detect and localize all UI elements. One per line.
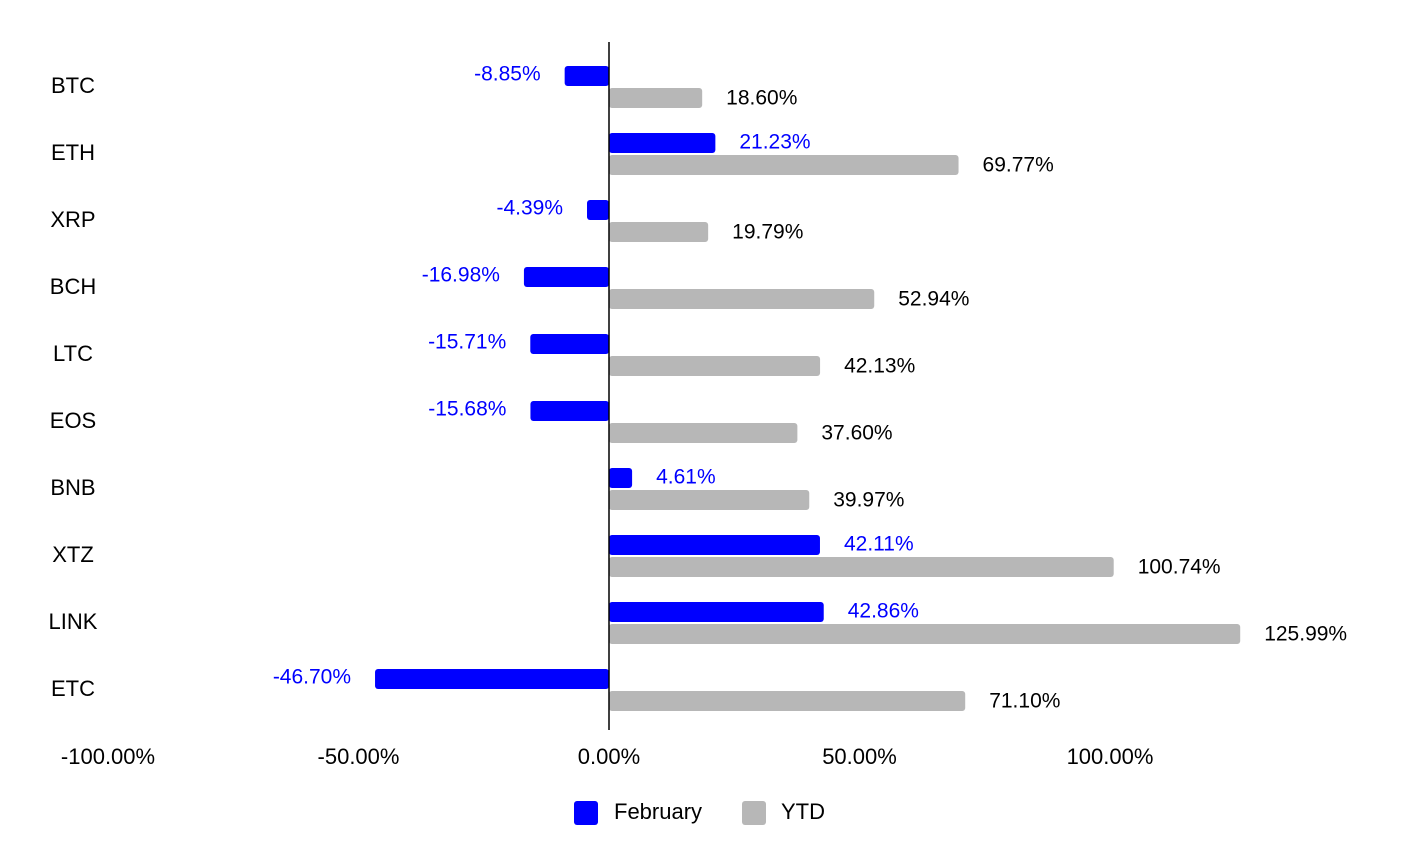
bar-ytd-bnb [609, 490, 810, 510]
value-label-ytd-etc: 71.10% [989, 690, 1060, 713]
category-label-bch: BCH [50, 274, 96, 299]
bar-february-ltc [530, 334, 609, 354]
legend: February YTD [574, 799, 825, 825]
value-labels-layer: -8.85% 18.60% 21.23% 69.77% -4.39% 19.79% -16.… [273, 63, 1347, 713]
bar-ytd-xtz [609, 557, 1114, 577]
value-label-february-etc: -46.70% [273, 666, 351, 689]
value-label-february-eos: -15.68% [428, 398, 506, 421]
bar-ytd-xrp [609, 222, 709, 242]
value-label-ytd-bnb: 39.97% [833, 489, 904, 512]
value-label-february-ltc: -15.71% [428, 331, 506, 354]
bar-ytd-etc [609, 691, 966, 711]
value-label-ytd-eos: 37.60% [821, 422, 892, 445]
bar-february-bnb [609, 468, 633, 488]
bar-ytd-bch [609, 289, 875, 309]
category-label-ltc: LTC [53, 341, 93, 366]
bars-layer [375, 66, 1241, 711]
value-label-february-bch: -16.98% [422, 264, 500, 287]
bar-february-eth [609, 133, 716, 153]
value-label-ytd-xtz: 100.74% [1138, 556, 1221, 579]
category-label-link: LINK [49, 609, 98, 634]
value-label-ytd-bch: 52.94% [898, 288, 969, 311]
bar-february-xrp [587, 200, 609, 220]
legend-swatch-february [574, 801, 598, 825]
category-label-bnb: BNB [50, 475, 95, 500]
bar-ytd-btc [609, 88, 703, 108]
bar-ytd-eos [609, 423, 798, 443]
value-label-february-xtz: 42.11% [844, 533, 914, 556]
value-label-february-btc: -8.85% [474, 63, 541, 86]
bar-february-eos [530, 401, 609, 421]
value-label-february-link: 42.86% [848, 600, 919, 623]
value-label-february-bnb: 4.61% [656, 466, 716, 489]
bar-ytd-eth [609, 155, 959, 175]
legend-label-february: February [614, 799, 702, 824]
category-label-eth: ETH [51, 140, 95, 165]
category-label-btc: BTC [51, 73, 95, 98]
value-label-ytd-eth: 69.77% [983, 154, 1054, 177]
x-tick-label: -50.00% [318, 744, 400, 769]
value-label-ytd-ltc: 42.13% [844, 355, 915, 378]
legend-label-ytd: YTD [781, 799, 825, 824]
x-tick-label: 100.00% [1067, 744, 1154, 769]
bar-february-xtz [609, 535, 820, 555]
category-labels-layer: BTC ETH XRP BCH LTC EOS BNB XTZ LINK ETC [49, 73, 98, 701]
value-label-ytd-xrp: 19.79% [732, 221, 803, 244]
category-label-xtz: XTZ [52, 542, 94, 567]
value-label-ytd-btc: 18.60% [726, 87, 797, 110]
x-tick-label: 0.00% [578, 744, 640, 769]
category-label-eos: EOS [50, 408, 96, 433]
x-tick-label: -100.00% [61, 744, 155, 769]
bar-february-link [609, 602, 824, 622]
bar-february-etc [375, 669, 609, 689]
value-label-february-eth: 21.23% [739, 131, 810, 154]
bar-ytd-link [609, 624, 1241, 644]
x-tick-label: 50.00% [822, 744, 897, 769]
value-label-ytd-link: 125.99% [1264, 623, 1347, 646]
bar-february-btc [564, 66, 609, 86]
x-axis-ticks-layer: -100.00% -50.00% 0.00% 50.00% 100.00% [61, 744, 1154, 769]
category-label-xrp: XRP [50, 207, 95, 232]
legend-swatch-ytd [742, 801, 766, 825]
bar-ytd-ltc [609, 356, 821, 376]
category-label-etc: ETC [51, 676, 95, 701]
bar-february-bch [523, 267, 609, 287]
value-label-february-xrp: -4.39% [496, 197, 563, 220]
